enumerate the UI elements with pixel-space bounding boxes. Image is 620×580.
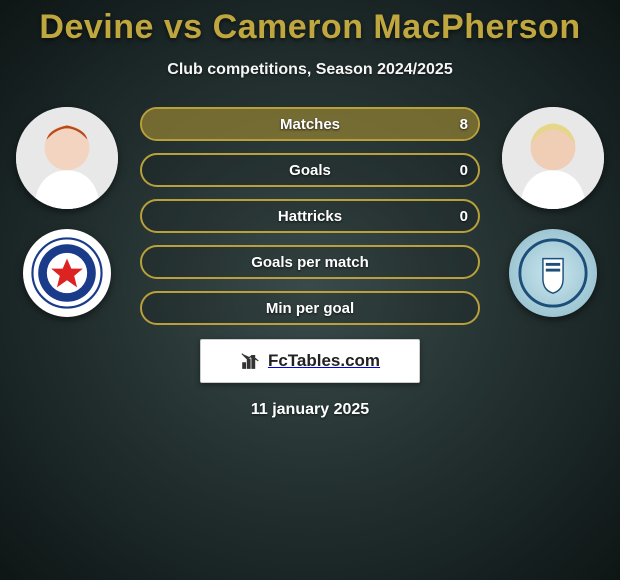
stat-label: Goals: [289, 162, 331, 179]
stat-row: Matches 8: [140, 107, 480, 141]
stat-label: Matches: [280, 116, 340, 133]
stat-row: Goals 0: [140, 153, 480, 187]
stat-row: Goals per match: [140, 245, 480, 279]
shield-icon: [517, 237, 589, 309]
stat-right-value: 0: [460, 162, 468, 179]
stat-right-value: 8: [460, 116, 468, 133]
stat-label: Hattricks: [278, 208, 342, 225]
branding-link[interactable]: FcTables.com: [200, 339, 420, 383]
chart-icon: [240, 350, 262, 372]
stat-label: Goals per match: [251, 254, 369, 271]
branding-text: FcTables.com: [268, 351, 380, 371]
person-icon: [16, 107, 118, 209]
stats-column: Matches 8 Goals 0 Hattricks 0: [140, 107, 480, 325]
club-left-crest: [23, 229, 111, 317]
player-right-avatar: [502, 107, 604, 209]
stat-label: Min per goal: [266, 300, 354, 317]
subtitle: Club competitions, Season 2024/2025: [167, 61, 452, 79]
page-title: Devine vs Cameron MacPherson: [39, 8, 580, 47]
stat-right-value: 0: [460, 208, 468, 225]
person-icon: [502, 107, 604, 209]
stat-row: Min per goal: [140, 291, 480, 325]
left-side: [12, 107, 122, 317]
shield-icon: [31, 237, 103, 309]
date-text: 11 january 2025: [251, 401, 369, 419]
right-side: [498, 107, 608, 317]
compare-row: Matches 8 Goals 0 Hattricks 0: [0, 107, 620, 325]
player-left-avatar: [16, 107, 118, 209]
stat-row: Hattricks 0: [140, 199, 480, 233]
club-right-crest: [509, 229, 597, 317]
